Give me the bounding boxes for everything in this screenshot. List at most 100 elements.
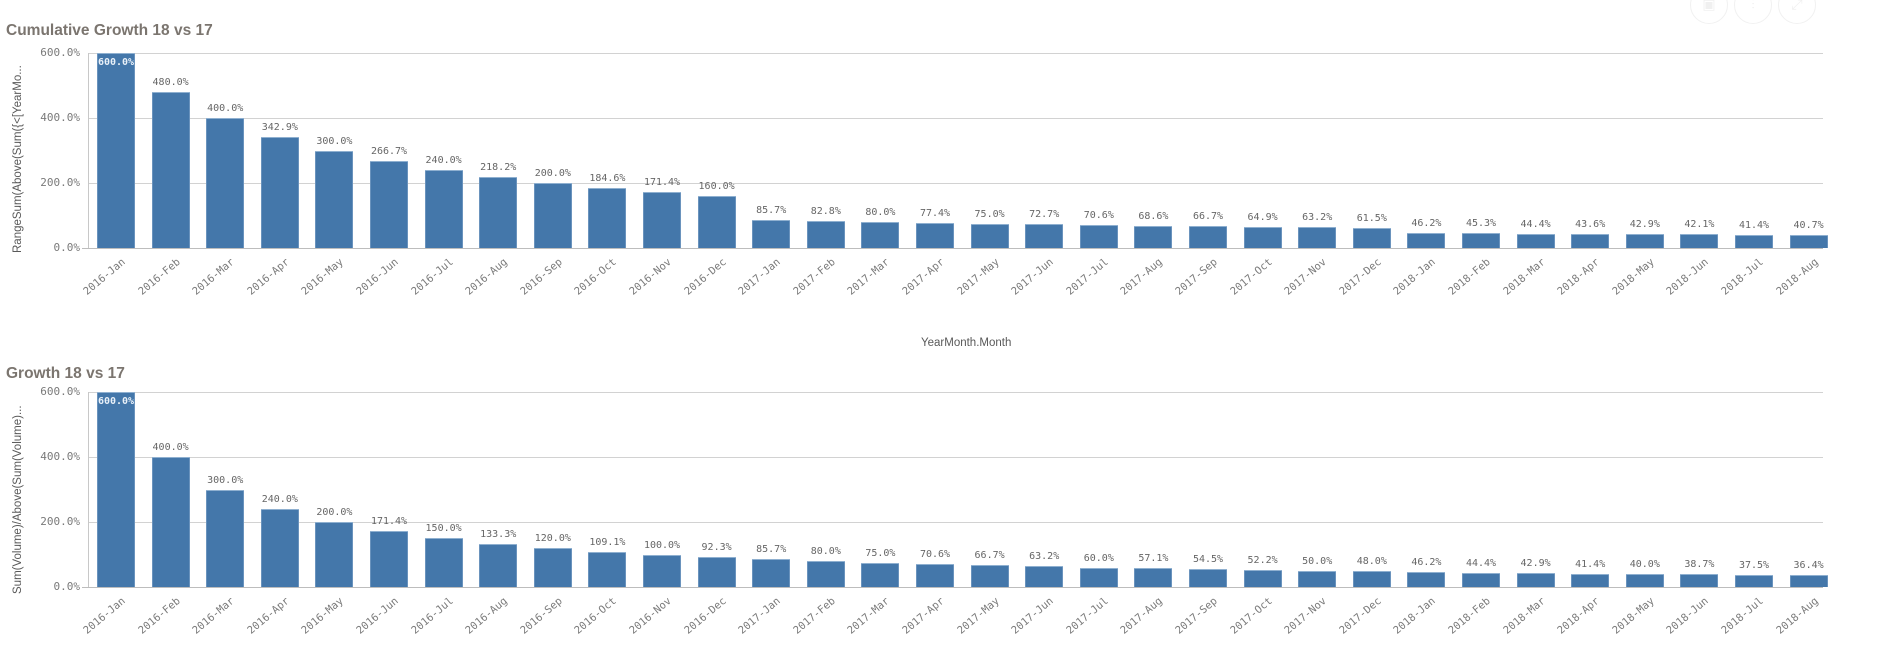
y-tick-label: 0.0% [53, 241, 81, 254]
bar-2016-Jan[interactable] [97, 53, 135, 248]
value-label: 63.2% [1302, 212, 1333, 224]
value-label: 63.2% [1029, 551, 1060, 563]
bar-2018-Jul[interactable] [1735, 234, 1773, 248]
bar-2018-May[interactable] [1625, 574, 1664, 587]
value-label: 40.7% [1793, 219, 1824, 231]
bar-2016-Jul[interactable] [424, 538, 463, 587]
bar-2018-Jun[interactable] [1680, 234, 1719, 248]
bar-2016-Apr[interactable] [260, 509, 299, 587]
bar-2016-Jun[interactable] [370, 161, 408, 248]
bar-2016-Mar[interactable] [206, 489, 245, 587]
camera-icon: ▣ [1702, 0, 1716, 13]
bar-2016-Nov[interactable] [643, 554, 681, 587]
bar-2017-Jun[interactable] [1025, 566, 1064, 587]
bar-2017-Jan[interactable] [752, 559, 791, 587]
value-label: 85.7% [756, 205, 787, 217]
value-label: 240.0% [425, 155, 462, 166]
value-label: 72.7% [1029, 209, 1060, 221]
bar-2017-May[interactable] [970, 223, 1009, 248]
bar-2017-Feb[interactable] [806, 221, 845, 248]
bar-2018-Aug[interactable] [1789, 234, 1828, 248]
value-label: 100.0% [643, 539, 681, 551]
bar-2016-May[interactable] [315, 522, 354, 587]
bar-2017-Dec[interactable] [1352, 228, 1391, 248]
bar-2018-Jan[interactable] [1407, 571, 1446, 587]
bar-2018-Feb[interactable] [1462, 572, 1500, 587]
bar-2017-Oct[interactable] [1243, 226, 1282, 248]
chart-cumulative-growth: Cumulative Growth 18 vs 17 RangeSum(Abov… [6, 22, 1828, 349]
bar-2016-Aug[interactable] [479, 543, 518, 587]
sliders-icon: ⫶ [1751, 0, 1755, 13]
value-label: 80.0% [865, 207, 896, 218]
bar-2016-Jun[interactable] [370, 531, 408, 587]
bar-2017-Dec[interactable] [1352, 571, 1391, 587]
bar-2017-Mar[interactable] [861, 222, 900, 248]
bar-2017-Feb[interactable] [806, 561, 845, 587]
bar-2016-Jan[interactable] [97, 392, 135, 587]
value-label: 44.4% [1520, 218, 1551, 230]
bar-2016-Oct[interactable] [588, 188, 627, 248]
bar-2016-May[interactable] [315, 150, 354, 248]
y-tick-label: 200.0% [40, 515, 80, 528]
bar-2017-Mar[interactable] [861, 562, 900, 587]
bar-2017-Jul[interactable] [1079, 225, 1118, 248]
value-label: 42.9% [1629, 219, 1660, 231]
value-label: 46.2% [1411, 556, 1442, 568]
chart-title: Cumulative Growth 18 vs 17 [6, 22, 213, 39]
bar-2017-Aug[interactable] [1134, 568, 1173, 587]
value-label: 61.5% [1356, 213, 1387, 224]
bar-2017-May[interactable] [970, 565, 1009, 587]
bar-2016-Oct[interactable] [588, 551, 627, 587]
bar-2018-Feb[interactable] [1462, 233, 1500, 248]
y-tick-label: 200.0% [40, 176, 80, 189]
value-label: 184.6% [589, 173, 626, 184]
bar-2016-Feb[interactable] [151, 92, 190, 248]
y-axis-line [88, 392, 89, 587]
bar-2017-Jan[interactable] [752, 220, 791, 248]
bar-2016-Dec[interactable] [697, 196, 736, 248]
bar-2017-Nov[interactable] [1298, 570, 1337, 587]
bar-2017-Nov[interactable] [1298, 227, 1337, 248]
bar-2018-Jun[interactable] [1680, 574, 1719, 587]
bar-2018-Apr[interactable] [1571, 233, 1610, 248]
y-tick-label: 0.0% [53, 580, 81, 593]
bar-2016-Mar[interactable] [206, 118, 245, 248]
bar-2016-Aug[interactable] [479, 177, 518, 248]
bar-2018-Mar[interactable] [1516, 233, 1555, 248]
bar-2016-Dec[interactable] [697, 557, 736, 587]
value-label: 44.4% [1465, 557, 1497, 569]
bar-2016-Sep[interactable] [533, 183, 572, 248]
value-label: 150.0% [425, 523, 462, 535]
bar-2017-Sep[interactable] [1189, 226, 1227, 248]
x-axis-line [82, 248, 1823, 249]
value-label: 42.9% [1520, 558, 1551, 570]
y-axis-label: Sum(Volume)/Above(Sum(Volume)... [12, 405, 24, 594]
bar-2018-Aug[interactable] [1789, 575, 1828, 587]
bar-2017-Jun[interactable] [1025, 224, 1064, 248]
bar-2016-Sep[interactable] [533, 548, 572, 587]
bar-2017-Oct[interactable] [1243, 570, 1282, 587]
bar-2017-Aug[interactable] [1134, 225, 1173, 248]
value-label: 200.0% [534, 168, 571, 179]
value-label: 300.0% [316, 135, 353, 147]
value-label: 480.0% [152, 77, 189, 88]
bar-2017-Sep[interactable] [1189, 569, 1227, 587]
y-tick-label: 400.0% [40, 111, 80, 124]
bar-2018-Apr[interactable] [1571, 573, 1610, 587]
bar-2017-Jul[interactable] [1079, 567, 1118, 587]
bar-2016-Apr[interactable] [260, 136, 299, 248]
bar-2017-Apr[interactable] [916, 564, 954, 587]
bar-2016-Jul[interactable] [424, 170, 463, 248]
bar-2018-Jul[interactable] [1735, 574, 1773, 587]
bar-2018-May[interactable] [1625, 234, 1664, 248]
bar-2016-Feb[interactable] [151, 457, 190, 587]
bar-2017-Apr[interactable] [916, 222, 954, 248]
value-label: 37.5% [1738, 559, 1770, 571]
y-axis-line [88, 53, 89, 248]
value-label: 48.0% [1356, 556, 1387, 568]
bar-2016-Nov[interactable] [643, 192, 681, 248]
bar-2018-Mar[interactable] [1516, 573, 1555, 587]
value-label: 75.0% [865, 547, 896, 559]
value-label: 50.0% [1302, 555, 1333, 567]
bar-2018-Jan[interactable] [1407, 232, 1446, 248]
